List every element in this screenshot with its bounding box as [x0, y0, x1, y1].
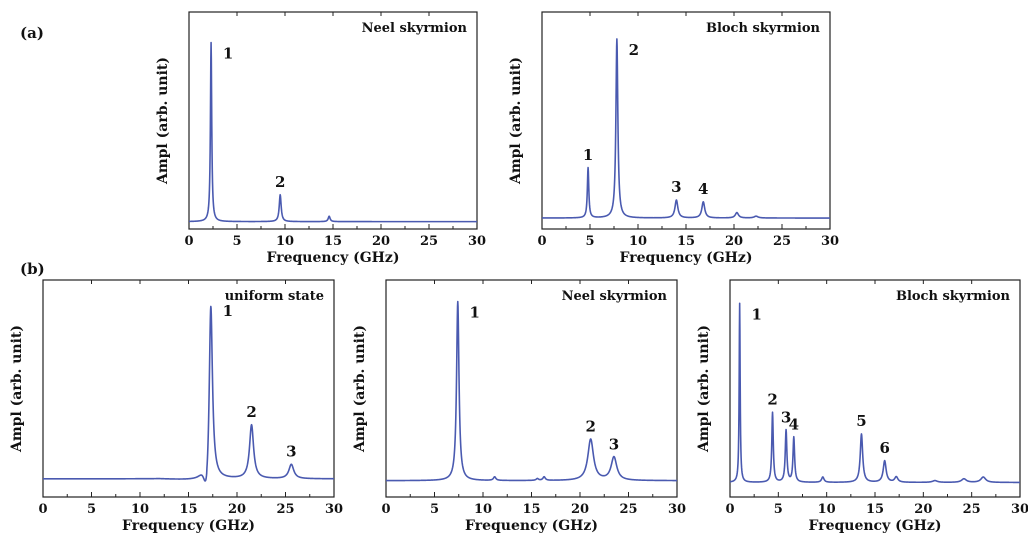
- plot-frame: [385, 279, 678, 498]
- peak-label: 2: [275, 173, 285, 191]
- panel-title: Neel skyrmion: [562, 289, 668, 304]
- x-tick-label: 10: [629, 234, 647, 249]
- x-tick-label: 20: [571, 502, 589, 517]
- x-tick-label: 0: [381, 502, 390, 517]
- peak-label: 1: [751, 305, 761, 323]
- x-tick-label: 0: [38, 502, 47, 517]
- peak-label: 5: [856, 412, 866, 430]
- x-tick-label: 5: [774, 502, 783, 517]
- x-tick-label: 25: [963, 502, 981, 517]
- peak-label: 1: [470, 304, 480, 322]
- x-tick-label: 30: [668, 502, 686, 517]
- x-tick-label: 30: [1011, 502, 1028, 517]
- panel-title: Bloch skyrmion: [896, 289, 1011, 304]
- y-axis-label: Ampl (arb. unit): [696, 325, 712, 453]
- peak-label: 2: [767, 391, 777, 409]
- spectrum-line: [729, 302, 1021, 484]
- spectrum-line: [188, 41, 478, 223]
- x-tick-label: 25: [420, 234, 438, 249]
- x-tick-label: 30: [821, 234, 839, 249]
- peak-label: 3: [609, 435, 619, 453]
- x-tick-label: 15: [866, 502, 884, 517]
- panel-title: uniform state: [225, 289, 324, 304]
- x-axis-label: Frequency (GHz): [809, 518, 942, 534]
- panel-tag-a: (a): [20, 24, 44, 42]
- x-tick-label: 25: [773, 234, 791, 249]
- x-tick-label: 30: [325, 502, 343, 517]
- panel-title: Neel skyrmion: [362, 21, 468, 36]
- x-axis-label: Frequency (GHz): [465, 518, 598, 534]
- peak-label: 2: [585, 417, 595, 435]
- x-tick-label: 20: [725, 234, 743, 249]
- x-tick-label: 5: [232, 234, 241, 249]
- peak-label: 4: [789, 416, 799, 434]
- x-tick-label: 20: [228, 502, 246, 517]
- y-axis-label: Ampl (arb. unit): [9, 325, 25, 453]
- x-tick-label: 10: [818, 502, 836, 517]
- peak-label: 1: [223, 302, 233, 320]
- chart-panel-2: 0 5 10 15 20 25 30 Frequency (GHz) Ampl (arb. un…: [508, 11, 839, 266]
- x-axis-label: Frequency (GHz): [267, 250, 400, 266]
- x-tick-label: 5: [585, 234, 594, 249]
- x-tick-label: 0: [184, 234, 193, 249]
- spectrum-line: [385, 300, 678, 482]
- chart-panel-3: 0 5 10 15 20 25 30 Frequency (GHz) Ampl (arb. un…: [9, 279, 343, 534]
- x-tick-label: 20: [914, 502, 932, 517]
- peak-label: 3: [781, 409, 791, 427]
- y-axis-label: Ampl (arb. unit): [508, 57, 524, 185]
- peak-label: 2: [629, 41, 639, 59]
- chart-panel-1: 0 5 10 15 20 25 30 Frequency (GHz) Ampl (arb. un…: [155, 11, 486, 266]
- peak-label: 3: [671, 178, 681, 196]
- peak-label: 1: [223, 45, 233, 63]
- x-tick-label: 5: [87, 502, 96, 517]
- x-tick-label: 25: [276, 502, 294, 517]
- chart-panel-4: 0 5 10 15 20 25 30 Frequency (GHz) Ampl (arb. un…: [352, 279, 686, 534]
- plot-frame: [541, 11, 831, 230]
- x-axis-label: Frequency (GHz): [122, 518, 255, 534]
- panel-title: Bloch skyrmion: [706, 21, 821, 36]
- y-axis-label: Ampl (arb. unit): [155, 57, 171, 185]
- peak-label: 4: [698, 180, 708, 198]
- x-tick-label: 10: [131, 502, 149, 517]
- peak-label: 1: [583, 146, 593, 164]
- peak-label: 2: [246, 403, 256, 421]
- peak-label: 6: [879, 439, 889, 457]
- x-axis-label: Frequency (GHz): [620, 250, 753, 266]
- x-tick-label: 15: [324, 234, 342, 249]
- x-tick-label: 15: [179, 502, 197, 517]
- x-tick-label: 25: [619, 502, 637, 517]
- x-tick-label: 10: [276, 234, 294, 249]
- x-tick-label: 10: [474, 502, 492, 517]
- spectrum-line: [541, 38, 831, 219]
- peak-label: 3: [286, 443, 296, 461]
- panel-tag-b: (b): [20, 260, 45, 278]
- x-tick-label: 15: [677, 234, 695, 249]
- x-tick-label: 5: [430, 502, 439, 517]
- spectrum-line: [42, 305, 335, 482]
- x-tick-label: 0: [725, 502, 734, 517]
- x-tick-label: 20: [372, 234, 390, 249]
- x-tick-label: 15: [522, 502, 540, 517]
- x-tick-label: 30: [468, 234, 486, 249]
- x-tick-label: 0: [537, 234, 546, 249]
- y-axis-label: Ampl (arb. unit): [352, 325, 368, 453]
